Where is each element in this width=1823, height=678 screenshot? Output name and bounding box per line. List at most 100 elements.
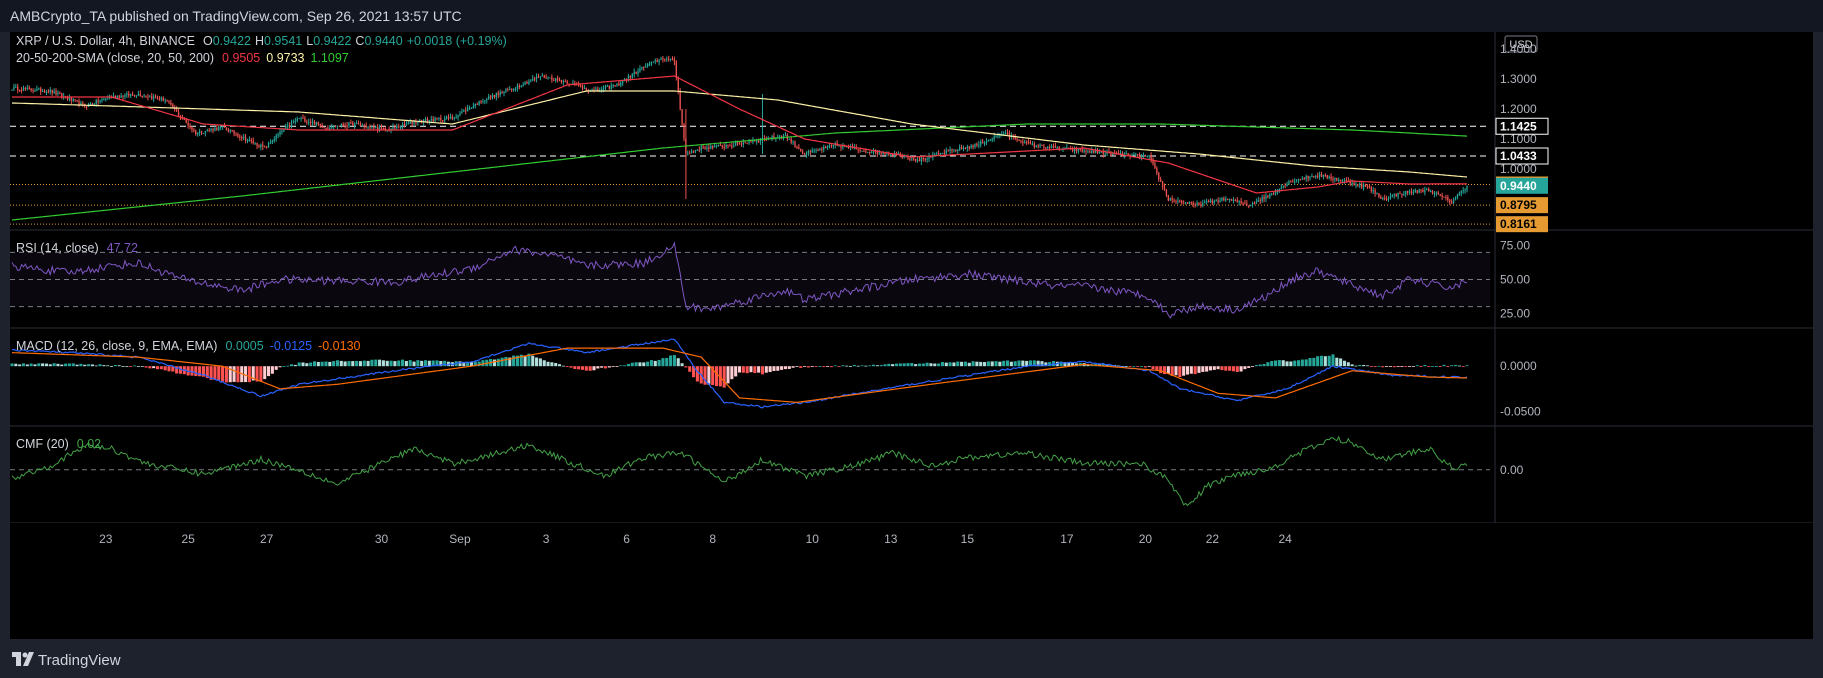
candle-body bbox=[555, 78, 557, 81]
macd-histogram-bar bbox=[267, 366, 271, 377]
macd-histogram-bar bbox=[125, 366, 129, 367]
candle-body bbox=[361, 125, 364, 127]
macd-histogram-bar bbox=[152, 366, 156, 369]
candle-body bbox=[1435, 192, 1438, 194]
macd-histogram-bar bbox=[439, 360, 443, 367]
candle-body bbox=[1058, 147, 1060, 149]
macd-histogram-bar bbox=[554, 362, 558, 367]
candle-body bbox=[235, 133, 237, 135]
candle-body bbox=[242, 136, 245, 138]
tradingview-logo-icon bbox=[12, 652, 34, 666]
candle-body bbox=[574, 83, 576, 85]
macd-histogram-bar bbox=[737, 366, 742, 373]
macd-histogram-bar bbox=[883, 364, 887, 367]
candle-body bbox=[334, 125, 337, 127]
candle-body bbox=[1334, 178, 1336, 180]
macd-histogram-bar bbox=[393, 361, 397, 367]
candle-body bbox=[1121, 152, 1124, 156]
candle-body bbox=[876, 151, 879, 154]
candle-body bbox=[1089, 151, 1091, 153]
candle-body bbox=[70, 97, 73, 101]
macd-histogram-bar bbox=[1036, 360, 1040, 367]
candle-body bbox=[461, 111, 463, 114]
price-tick-label: 1.0000 bbox=[1500, 162, 1537, 176]
candle-body bbox=[344, 125, 346, 127]
macd-histogram-bar bbox=[297, 362, 301, 367]
macd-histogram-bar bbox=[1017, 360, 1021, 367]
macd-histogram-bar bbox=[1193, 366, 1197, 375]
macd-histogram-bar bbox=[707, 366, 711, 385]
candle-body bbox=[304, 118, 306, 122]
candle-body bbox=[141, 95, 143, 97]
candle-body bbox=[1324, 175, 1326, 177]
candle-body bbox=[1408, 191, 1411, 193]
candle-body bbox=[1230, 198, 1233, 201]
candle-body bbox=[1215, 200, 1217, 202]
macd-histogram-bar bbox=[657, 359, 661, 367]
candle-body bbox=[1146, 155, 1148, 157]
candle-body bbox=[949, 149, 951, 151]
candle-body bbox=[212, 128, 214, 131]
time-tick-label: 25 bbox=[181, 532, 195, 546]
macd-histogram-bar bbox=[653, 360, 657, 367]
candle-body bbox=[664, 59, 666, 61]
candle-body bbox=[241, 137, 243, 139]
candle-body bbox=[805, 153, 808, 155]
candle-body bbox=[947, 150, 949, 152]
candle-body bbox=[1093, 150, 1095, 153]
candle-body bbox=[1207, 201, 1210, 203]
rsi-tick-label: 75.00 bbox=[1500, 239, 1530, 253]
candle-body bbox=[823, 146, 825, 150]
macd-histogram-bar bbox=[1415, 365, 1419, 367]
macd-histogram-bar bbox=[703, 366, 707, 385]
candle-body bbox=[736, 142, 739, 144]
candle-body bbox=[133, 94, 136, 96]
candle-body bbox=[543, 75, 545, 78]
candle-body bbox=[735, 142, 737, 146]
candle-body bbox=[124, 94, 126, 97]
candle-body bbox=[1278, 188, 1281, 192]
macd-histogram-bar bbox=[1274, 360, 1278, 367]
candle-body bbox=[120, 95, 122, 98]
rsi-tick-label: 50.00 bbox=[1500, 273, 1530, 287]
macd-histogram-bar bbox=[1032, 360, 1036, 367]
macd-histogram-bar bbox=[259, 366, 263, 382]
candle-body bbox=[432, 119, 434, 122]
candle-body bbox=[1014, 136, 1016, 140]
candle-body bbox=[294, 120, 297, 122]
candle-body bbox=[911, 158, 913, 160]
chart-container[interactable]: USD 1.4000 1.3000 1.2000 1.1000 1.0000 1.1425 1… bbox=[10, 32, 1813, 639]
candle-body bbox=[1016, 139, 1018, 141]
macd-histogram-bar bbox=[1296, 360, 1301, 367]
macd-histogram-bar bbox=[1308, 358, 1312, 367]
macd-histogram-bar bbox=[67, 363, 71, 367]
price-tick-label: 1.4000 bbox=[1500, 42, 1537, 56]
macd-histogram-bar bbox=[278, 366, 282, 368]
price-tick-label: 1.3000 bbox=[1500, 72, 1537, 86]
time-tick-label: 8 bbox=[709, 532, 716, 546]
candle-body bbox=[861, 150, 863, 152]
macd-histogram-bar bbox=[1220, 366, 1224, 371]
price-tick-label: 1.1000 bbox=[1500, 132, 1537, 146]
candle-body bbox=[1020, 140, 1022, 142]
candle-body bbox=[1244, 203, 1246, 205]
candle-body bbox=[884, 153, 886, 155]
symbol-legend: XRP / U.S. Dollar, 4h, BINANCE O0.9422 H0.… bbox=[16, 34, 507, 48]
candle-body bbox=[323, 127, 325, 129]
candle-body bbox=[112, 95, 115, 98]
candle-body bbox=[539, 76, 542, 78]
candle-body bbox=[1410, 191, 1413, 193]
candle-body bbox=[1024, 141, 1026, 144]
candle-body bbox=[562, 81, 565, 83]
candle-body bbox=[231, 130, 233, 132]
macd-histogram-bar bbox=[293, 364, 297, 367]
macd-histogram-bar bbox=[718, 366, 722, 387]
candle-body bbox=[185, 119, 187, 123]
currency-box[interactable] bbox=[1504, 35, 1538, 53]
macd-histogram-bar bbox=[1323, 356, 1327, 367]
candle-body bbox=[1257, 200, 1259, 202]
candle-body bbox=[1190, 202, 1192, 204]
time-tick-label: 6 bbox=[623, 532, 630, 546]
candle-body bbox=[1366, 186, 1369, 188]
